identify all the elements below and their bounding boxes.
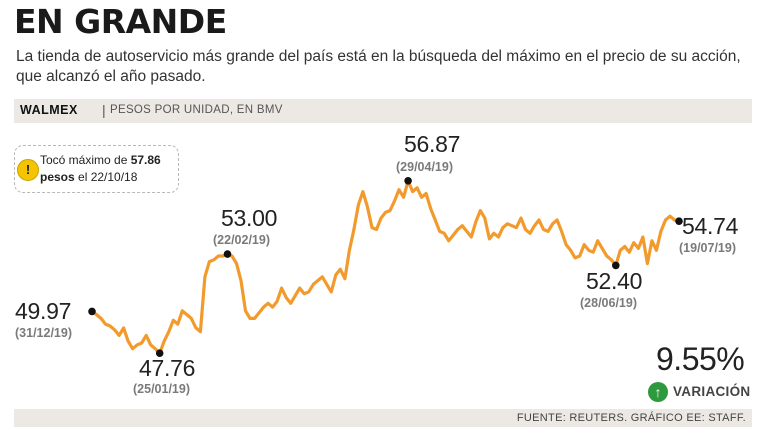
data-point-marker	[612, 261, 620, 270]
subtitle: La tienda de autoservicio más grande del…	[16, 48, 741, 85]
data-point-marker	[88, 307, 96, 316]
callout-pesos: pesos	[40, 170, 75, 184]
data-point-marker	[675, 217, 683, 225]
point-label-date: (29/04/19)	[396, 160, 453, 174]
point-label-value: 53.00	[221, 205, 278, 231]
point-label-value: 52.40	[586, 268, 643, 294]
point-label-date: (22/02/19)	[213, 233, 270, 247]
alert-icon: !	[17, 159, 39, 181]
callout-text: Tocó máximo de 57.86 pesos el 22/10/18	[40, 152, 176, 186]
data-point-marker	[155, 349, 164, 358]
point-label-value: 54.74	[682, 213, 739, 239]
source-text: FUENTE: REUTERS. GRÁFICO EE: STAFF.	[516, 412, 746, 424]
unit-label: PESOS POR UNIDAD, EN BMV	[110, 104, 283, 116]
arrow-up-icon: ↑	[648, 382, 668, 402]
series-group	[90, 179, 681, 355]
max-price-callout: ! Tocó máximo de 57.86 pesos el 22/10/18	[14, 145, 179, 193]
point-label-date: (31/12/19)	[15, 326, 72, 340]
callout-prefix: Tocó máximo de	[40, 153, 131, 167]
callout-max-value: 57.86	[130, 153, 161, 167]
callout-date: el 22/10/18	[74, 170, 138, 184]
marker-group	[88, 177, 683, 358]
data-point-marker	[404, 177, 412, 185]
page-title: EN GRANDE	[14, 2, 227, 41]
ticker-symbol: WALMEX	[20, 103, 78, 117]
point-label-value: 56.87	[404, 131, 461, 157]
point-label-value: 47.76	[139, 355, 196, 381]
point-label-value: 49.97	[15, 298, 72, 324]
variation-value: 9.55%	[656, 341, 745, 377]
point-label-date: (19/07/19)	[679, 241, 736, 255]
point-label-date: (28/06/19)	[580, 296, 637, 310]
variation-label: VARIACIÓN	[673, 384, 751, 399]
series-line-walmex	[90, 179, 681, 355]
ticker-separator: |	[102, 102, 106, 118]
source-bar: FUENTE: REUTERS. GRÁFICO EE: STAFF.	[14, 409, 752, 427]
ticker-bar: WALMEX | PESOS POR UNIDAD, EN BMV	[14, 99, 752, 123]
point-label-date: (25/01/19)	[133, 382, 190, 396]
data-point-marker	[223, 250, 232, 258]
